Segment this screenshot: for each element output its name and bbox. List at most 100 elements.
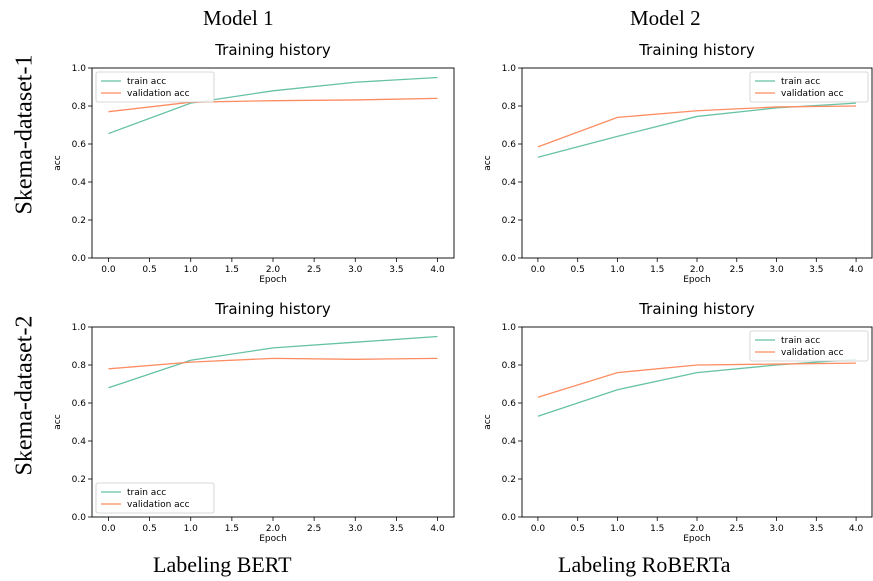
y-tick-label: 0.2 [72,216,86,226]
x-tick-label: 3.0 [769,524,784,534]
legend-label: validation acc [127,500,190,510]
chart-panel-1: Training history 0.0 0.2 0.4 0.6 0.8 1.0 0.0 0.5… [53,41,455,285]
series-line-train-acc [537,358,857,417]
x-tick-label: 0.0 [531,524,546,534]
x-tick-label: 2.5 [730,524,744,534]
x-tick-label: 3.0 [769,265,784,275]
series-line-validation-acc [108,97,438,113]
x-tick-label: 1.0 [184,265,199,275]
series-line-train-acc [108,76,438,135]
x-tick-label: 4.0 [430,524,445,534]
y-tick-label: 0.4 [502,178,517,188]
legend-label: validation acc [781,89,844,99]
x-tick-label: 0.0 [531,265,546,275]
y-tick-label: 1.0 [72,323,87,333]
footer-labeling-roberta: Labeling RoBERTa [558,552,731,577]
legend-box [95,71,215,103]
x-tick-label: 1.5 [650,265,664,275]
legend-label: validation acc [127,89,190,99]
y-tick-label: 1.0 [72,64,87,74]
x-tick-label: 0.0 [101,524,116,534]
legend-box [95,482,215,514]
y-tick-label: 0.8 [72,102,87,112]
x-tick-label: 2.5 [307,524,321,534]
legend-label: train acc [781,336,820,346]
x-axis-label: Epoch [683,534,711,544]
y-tick-label: 0.0 [72,254,87,264]
legend: train acc validation acc [749,330,869,362]
plot-frame [521,326,873,518]
y-tick-label: 0.6 [72,399,87,409]
y-tick-label: 0.6 [502,399,517,409]
x-tick-label: 2.5 [730,265,744,275]
y-tick-label: 0.0 [72,513,87,523]
footer-labeling-bert: Labeling BERT [153,552,292,577]
x-tick-label: 4.0 [849,524,864,534]
y-axis-label: acc [483,414,493,429]
plot-frame [91,67,455,259]
y-tick-label: 0.6 [502,140,517,150]
legend: train acc validation acc [95,71,215,103]
y-axis-label: acc [483,155,493,170]
x-tick-label: 3.5 [389,265,403,275]
chart-title: Training history [214,41,331,59]
y-tick-label: 0.8 [502,102,517,112]
legend-label: train acc [781,77,820,87]
y-tick-label: 0.2 [502,216,516,226]
x-tick-label: 3.5 [389,524,403,534]
chart-panel-4: Training history 0.0 0.2 0.4 0.6 0.8 1.0 0.0 0.5… [483,300,873,544]
x-tick-label: 3.0 [348,265,363,275]
series-line-validation-acc [537,105,857,148]
y-axis-label: acc [53,155,63,170]
legend: train acc validation acc [749,71,869,103]
y-tick-label: 0.2 [72,475,86,485]
y-tick-label: 0.8 [72,361,87,371]
y-tick-label: 0.8 [502,361,517,371]
y-tick-label: 1.0 [502,64,517,74]
x-tick-label: 0.5 [571,524,585,534]
plot-frame [521,67,873,259]
series-line-train-acc [108,335,438,389]
legend-box [749,330,869,362]
x-tick-label: 0.0 [101,265,116,275]
x-tick-label: 3.5 [809,524,823,534]
x-tick-label: 1.0 [610,524,625,534]
legend-label: validation acc [781,348,844,358]
x-tick-label: 0.5 [571,265,585,275]
y-tick-label: 0.4 [72,437,87,447]
plot-frame [91,326,455,518]
x-tick-label: 2.5 [307,265,321,275]
x-tick-label: 1.5 [650,524,664,534]
legend-box [749,71,869,103]
x-axis-label: Epoch [259,275,287,285]
x-tick-label: 2.0 [266,524,281,534]
y-tick-label: 0.4 [502,437,517,447]
y-tick-label: 0.0 [502,513,517,523]
x-axis-label: Epoch [259,534,287,544]
column-title-model-2: Model 2 [630,6,701,30]
y-axis-label: acc [53,414,63,429]
x-axis-label: Epoch [683,275,711,285]
x-tick-label: 3.5 [809,265,823,275]
x-tick-label: 2.0 [690,265,705,275]
x-tick-label: 1.0 [184,524,199,534]
chart-panel-2: Training history 0.0 0.2 0.4 0.6 0.8 1.0 0.0 0.5… [483,41,873,285]
x-tick-label: 3.0 [348,524,363,534]
x-tick-label: 1.5 [225,265,239,275]
chart-title: Training history [214,300,331,318]
legend: train acc validation acc [95,482,215,514]
x-tick-label: 1.5 [225,524,239,534]
y-tick-label: 0.4 [72,178,87,188]
x-tick-label: 2.0 [690,524,705,534]
series-line-validation-acc [108,357,438,370]
x-tick-label: 0.5 [142,265,156,275]
chart-title: Training history [638,41,755,59]
y-tick-label: 0.0 [502,254,517,264]
chart-title: Training history [638,300,755,318]
series-line-validation-acc [537,362,857,398]
x-tick-label: 4.0 [430,265,445,275]
y-tick-label: 0.2 [502,475,516,485]
y-tick-label: 1.0 [502,323,517,333]
column-title-model-1: Model 1 [203,6,274,30]
